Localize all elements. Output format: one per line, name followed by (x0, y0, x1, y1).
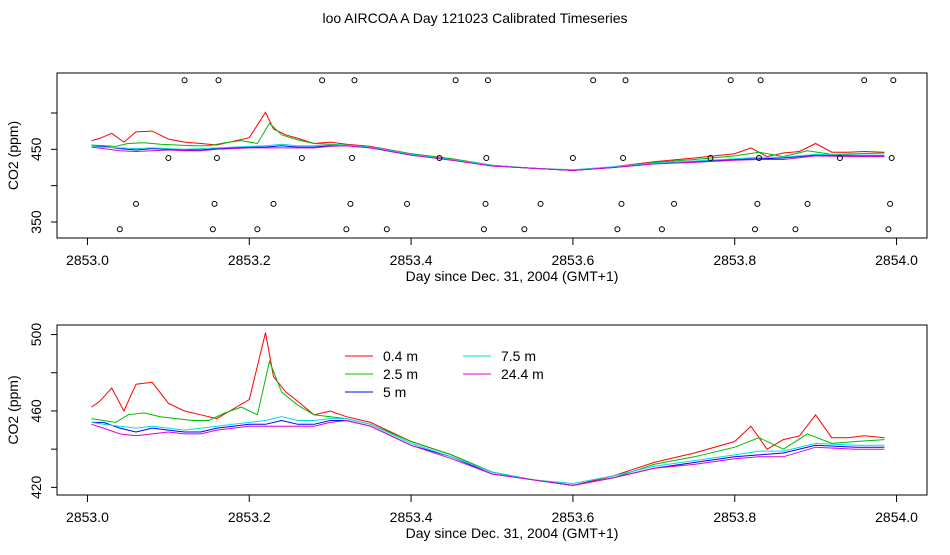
y-tick-label: 350 (28, 210, 44, 234)
data-point (521, 226, 528, 233)
x-tick-label: 2853.4 (390, 509, 433, 525)
data-point (483, 155, 490, 162)
data-point (751, 226, 758, 233)
plot-frame-1 (56, 72, 928, 239)
data-point (349, 155, 356, 162)
y-tick-label: 420 (28, 475, 44, 499)
data-point (213, 155, 220, 162)
legend-label: 24.4 m (501, 366, 544, 382)
data-point (351, 77, 358, 84)
data-point (622, 77, 629, 84)
y-axis-label: CO2 (ppm) (5, 121, 21, 190)
data-point (756, 155, 763, 162)
data-point (658, 226, 665, 233)
x-tick-label: 2853.8 (713, 252, 756, 268)
data-point (614, 226, 621, 233)
data-point (707, 155, 714, 162)
data-point (215, 77, 222, 84)
x-tick-label: 2854.0 (875, 509, 918, 525)
data-point (116, 226, 123, 233)
data-point (132, 200, 139, 207)
x-axis-label: Day since Dec. 31, 2004 (GMT+1) (406, 525, 619, 541)
x-tick-label: 2853.0 (66, 509, 109, 525)
data-point (383, 226, 390, 233)
series-line-1 (91, 111, 885, 171)
x-tick-label: 2853.2 (228, 509, 271, 525)
data-point (890, 77, 897, 84)
x-tick-label: 2853.6 (551, 252, 594, 268)
data-point (404, 200, 411, 207)
data-point (452, 77, 459, 84)
legend-label: 5 m (383, 384, 406, 400)
y-axis-label: CO2 (ppm) (5, 375, 21, 444)
data-point (888, 155, 895, 162)
y-tick-label: 460 (28, 399, 44, 423)
series-line-4 (91, 416, 885, 485)
data-point (727, 77, 734, 84)
data-point (484, 77, 491, 84)
y-tick-label: 450 (28, 137, 44, 161)
data-point (836, 155, 843, 162)
data-point (671, 200, 678, 207)
data-point (347, 200, 354, 207)
legend-label: 2.5 m (383, 366, 418, 382)
data-point (181, 77, 188, 84)
x-tick-label: 2853.8 (713, 509, 756, 525)
data-point (861, 77, 868, 84)
data-point (754, 200, 761, 207)
series-line-5 (91, 419, 885, 486)
legend-label: 0.4 m (383, 348, 418, 364)
x-tick-label: 2853.2 (228, 252, 271, 268)
data-point (887, 200, 894, 207)
series-line-2 (91, 359, 885, 486)
data-point (254, 226, 261, 233)
data-point (480, 226, 487, 233)
data-point (537, 200, 544, 207)
x-tick-label: 2853.4 (390, 252, 433, 268)
series-line-2 (91, 122, 885, 171)
x-axis-label: Day since Dec. 31, 2004 (GMT+1) (406, 268, 619, 284)
series-line-3 (91, 419, 885, 486)
data-point (298, 155, 305, 162)
data-point (343, 226, 350, 233)
x-tick-label: 2854.0 (875, 252, 918, 268)
x-tick-label: 2853.0 (66, 252, 109, 268)
data-point (211, 200, 218, 207)
data-point (270, 200, 277, 207)
data-point (209, 226, 216, 233)
x-tick-label: 2853.6 (551, 509, 594, 525)
data-point (319, 77, 326, 84)
data-point (804, 200, 811, 207)
series-line-5 (91, 145, 885, 171)
legend-label: 7.5 m (501, 348, 536, 364)
data-point (757, 77, 764, 84)
y-tick-label: 500 (28, 323, 44, 347)
data-point (590, 77, 597, 84)
data-point (792, 226, 799, 233)
data-point (482, 200, 489, 207)
series-line-1 (91, 332, 885, 486)
data-point (436, 155, 443, 162)
data-point (885, 226, 892, 233)
data-point (569, 155, 576, 162)
series-line-4 (91, 143, 885, 171)
data-point (620, 155, 627, 162)
figure-title: loo AIRCOA A Day 121023 Calibrated Times… (322, 10, 628, 26)
plot-frame-2 (56, 324, 928, 496)
data-point (618, 200, 625, 207)
data-point (165, 155, 172, 162)
